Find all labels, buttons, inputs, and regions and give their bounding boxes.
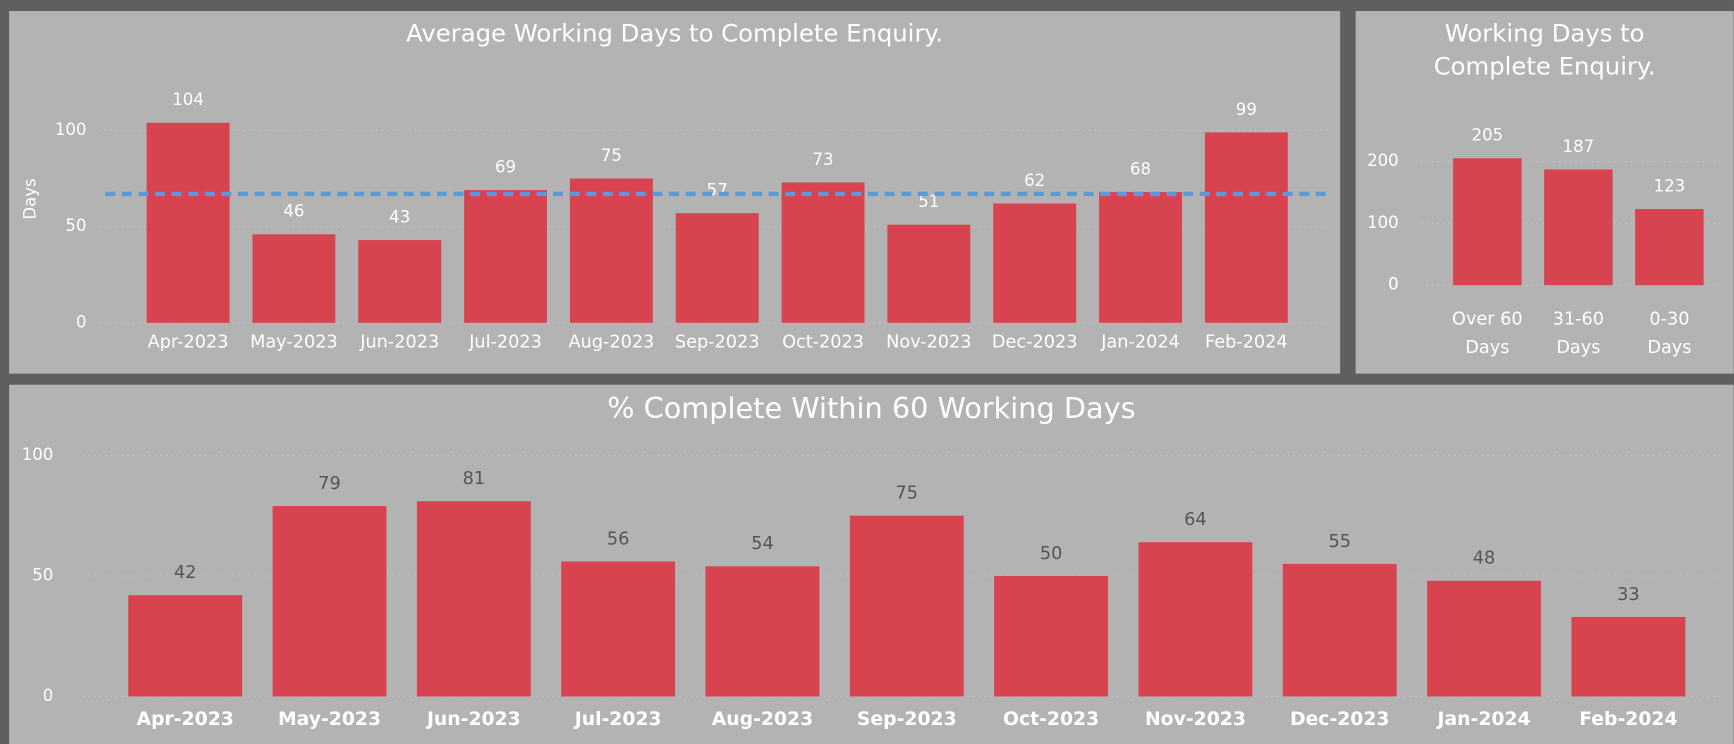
data-label: 50 (1040, 544, 1063, 564)
x-tick-label: Jun-2023 (425, 709, 521, 730)
bar (887, 224, 971, 323)
y-axis-label: Days (21, 178, 40, 219)
bar (1571, 616, 1686, 697)
x-tick-label: Jul-2023 (573, 709, 662, 730)
data-label: 73 (812, 150, 833, 169)
x-tick-label: Oct-2023 (1003, 709, 1099, 730)
x-tick-label: May-2023 (278, 709, 381, 730)
bar (705, 566, 820, 697)
data-label: 79 (318, 474, 341, 494)
data-label: 81 (463, 469, 486, 489)
data-label: 104 (172, 90, 204, 109)
bar (569, 178, 653, 323)
y-tick-label: 50 (65, 216, 86, 235)
x-tick-label: Apr-2023 (137, 709, 234, 730)
bar (358, 240, 442, 323)
bar (146, 122, 230, 323)
bar (1427, 580, 1542, 697)
x-tick-label: Aug-2023 (712, 709, 813, 730)
bar (1453, 158, 1522, 286)
x-tick-label: Apr-2023 (148, 333, 229, 353)
bar (993, 203, 1077, 323)
chart-title: Average Working Days to Complete Enquiry… (406, 18, 943, 47)
y-tick-label: 100 (1367, 213, 1399, 232)
bar (849, 515, 964, 697)
data-label: 56 (607, 529, 630, 549)
data-label: 69 (495, 157, 516, 176)
x-tick-label: Jul-2023 (468, 333, 542, 353)
y-tick-label: 50 (32, 565, 53, 584)
data-label: 187 (1563, 137, 1595, 156)
y-tick-label: 100 (22, 445, 54, 464)
x-tick-label: Nov-2023 (886, 333, 971, 353)
bar (1138, 542, 1253, 697)
data-label: 46 (283, 202, 304, 221)
x-tick-label: Jun-2023 (359, 333, 439, 353)
data-label: 42 (174, 563, 197, 583)
x-tick-label: 31-60 Days (1553, 309, 1604, 358)
x-tick-label: Oct-2023 (782, 333, 864, 353)
x-tick-label: Over 60 Days (1452, 309, 1523, 358)
x-tick-label: Dec-2023 (992, 333, 1078, 353)
data-label: 99 (1236, 100, 1257, 119)
x-tick-label: Dec-2023 (1290, 709, 1390, 730)
chart-title: % Complete Within 60 Working Days (607, 391, 1135, 425)
bar (675, 213, 759, 323)
bar (272, 506, 387, 697)
bar (781, 182, 865, 323)
data-label: 205 (1472, 126, 1504, 145)
x-tick-label: Jan-2024 (1100, 333, 1180, 353)
y-tick-label: 0 (1388, 275, 1399, 294)
bar (252, 234, 336, 323)
bar (994, 575, 1109, 697)
x-tick-label: Nov-2023 (1145, 709, 1246, 730)
x-tick-label: Sep-2023 (857, 709, 957, 730)
data-label: 51 (918, 192, 939, 211)
data-label: 57 (707, 181, 728, 200)
x-tick-label: 0-30 Days (1647, 309, 1691, 358)
data-label: 64 (1184, 510, 1207, 530)
bar (1635, 209, 1704, 286)
x-tick-label: Jan-2024 (1436, 709, 1531, 730)
x-tick-label: Feb-2024 (1579, 709, 1677, 730)
bar (1544, 169, 1613, 286)
bar (1282, 563, 1397, 697)
y-tick-label: 200 (1367, 151, 1399, 170)
data-label: 48 (1473, 549, 1496, 569)
data-label: 62 (1024, 171, 1045, 190)
x-tick-label: Feb-2024 (1205, 333, 1288, 353)
data-label: 33 (1617, 585, 1640, 605)
data-label: 43 (389, 207, 410, 226)
bar (1204, 132, 1288, 323)
x-tick-label: Aug-2023 (568, 333, 654, 353)
chart-title: Working Days to Complete Enquiry. (1434, 18, 1656, 80)
bar (561, 561, 676, 697)
bar (416, 501, 531, 697)
y-tick-label: 0 (43, 686, 54, 705)
x-tick-label: Sep-2023 (675, 333, 760, 353)
x-tick-label: May-2023 (250, 333, 338, 353)
bar (1099, 192, 1182, 323)
data-label: 54 (751, 534, 774, 554)
data-label: 75 (601, 146, 622, 165)
bar (464, 190, 548, 323)
y-tick-label: 100 (55, 120, 87, 139)
y-tick-label: 0 (76, 312, 87, 331)
data-label: 68 (1130, 159, 1151, 178)
data-label: 123 (1654, 176, 1686, 195)
data-label: 75 (896, 484, 919, 504)
data-label: 55 (1329, 532, 1351, 552)
bar (128, 595, 243, 697)
